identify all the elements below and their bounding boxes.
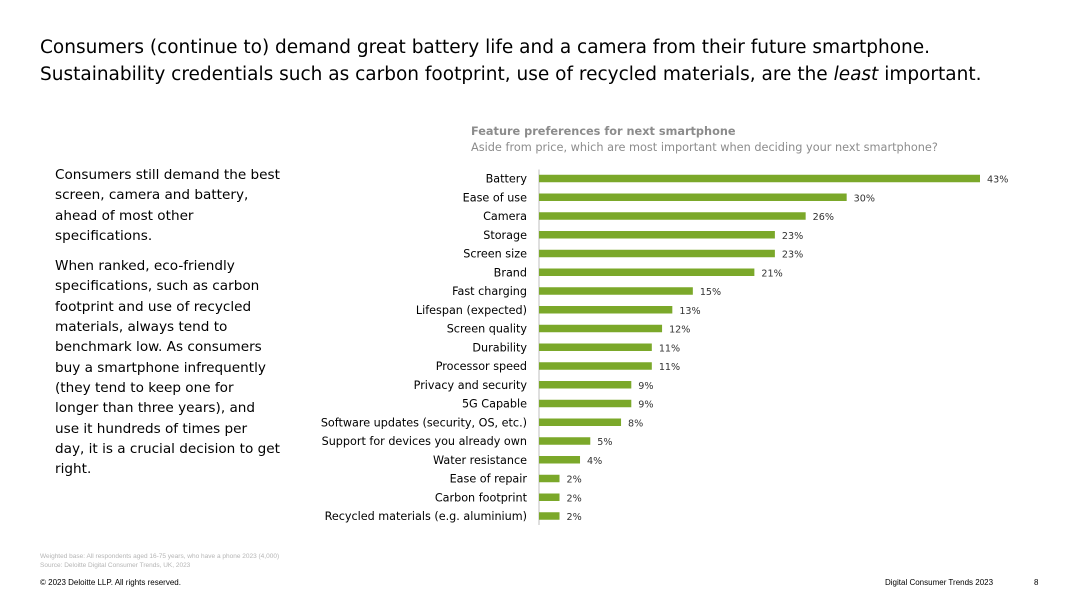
bar (539, 456, 581, 464)
category-label: 5G Capable (462, 398, 527, 411)
bar (539, 324, 663, 333)
bar (539, 174, 980, 183)
commentary-text: Consumers still demand the best screen, … (55, 165, 280, 489)
commentary-paragraph-2: When ranked, eco-friendly specifications… (55, 258, 280, 478)
category-label: Brand (494, 266, 527, 279)
data-label: 11% (659, 343, 680, 354)
footnote-base: Weighted base: All respondents aged 16-7… (40, 553, 280, 560)
bar (539, 362, 652, 370)
category-label: Carbon footprint (435, 491, 528, 504)
category-label: Support for devices you already own (322, 435, 527, 448)
chart-title: Feature preferences for next smartphone (471, 125, 736, 138)
bar (539, 268, 755, 276)
headline-line-2-start: Sustainability credentials such as carbo… (40, 64, 834, 85)
data-label: 2% (567, 512, 582, 523)
commentary-paragraph-1: Consumers still demand the best screen, … (55, 167, 280, 244)
category-label: Battery (486, 173, 528, 186)
category-label: Storage (483, 229, 527, 242)
bar (539, 437, 591, 445)
category-label: Camera (483, 210, 527, 223)
bar (539, 493, 560, 501)
bar (539, 343, 652, 351)
bar (539, 231, 775, 239)
footer-copyright: © 2023 Deloitte LLP. All rights reserved… (40, 578, 181, 587)
data-label: 26% (813, 212, 834, 223)
bar (539, 193, 847, 201)
category-label: Recycled materials (e.g. aluminium) (325, 510, 527, 523)
bar (539, 512, 560, 520)
category-label: Fast charging (452, 285, 527, 298)
headline-line-1: Consumers (continue to) demand great bat… (40, 37, 931, 58)
data-label: 43% (987, 175, 1008, 186)
data-label: 23% (782, 250, 803, 261)
data-label: 23% (782, 231, 803, 242)
data-label: 12% (669, 325, 690, 336)
data-label: 2% (567, 475, 582, 486)
headline-line-2: Sustainability credentials such as carbo… (40, 61, 1050, 88)
bar (539, 381, 632, 389)
bar (539, 399, 632, 408)
bar (539, 474, 560, 483)
data-label: 4% (587, 456, 602, 467)
data-label: 9% (638, 381, 653, 392)
data-label: 21% (761, 268, 782, 279)
bar (539, 287, 693, 295)
category-label: Water resistance (433, 454, 527, 467)
category-label: Durability (472, 341, 527, 354)
data-label: 8% (628, 418, 643, 429)
data-label: 11% (659, 362, 680, 373)
headline-emphasis: least (833, 64, 879, 85)
slide-headline: Consumers (continue to) demand great bat… (40, 34, 1050, 88)
category-label: Screen quality (447, 323, 528, 336)
category-label: Privacy and security (414, 379, 528, 392)
category-label: Lifespan (expected) (416, 304, 527, 317)
chart-subtitle: Aside from price, which are most importa… (471, 141, 938, 154)
category-label: Processor speed (436, 360, 527, 373)
category-label: Screen size (463, 248, 527, 261)
category-label: Ease of repair (450, 473, 528, 486)
bar (539, 249, 775, 258)
data-label: 15% (700, 287, 721, 298)
category-label: Ease of use (463, 191, 527, 204)
bar (539, 418, 622, 426)
data-label: 13% (679, 306, 700, 317)
data-label: 30% (854, 193, 875, 204)
headline-line-2-end: important. (878, 64, 982, 85)
category-label: Software updates (security, OS, etc.) (321, 416, 527, 429)
data-label: 2% (567, 493, 582, 504)
footer-page-number: 8 (1034, 578, 1039, 587)
footer-report-name: Digital Consumer Trends 2023 (885, 578, 994, 587)
bar (539, 212, 806, 220)
data-label: 9% (638, 400, 653, 411)
bar (539, 306, 673, 314)
footnote-source: Source: Deloitte Digital Consumer Trends… (40, 562, 191, 569)
data-label: 5% (597, 437, 612, 448)
